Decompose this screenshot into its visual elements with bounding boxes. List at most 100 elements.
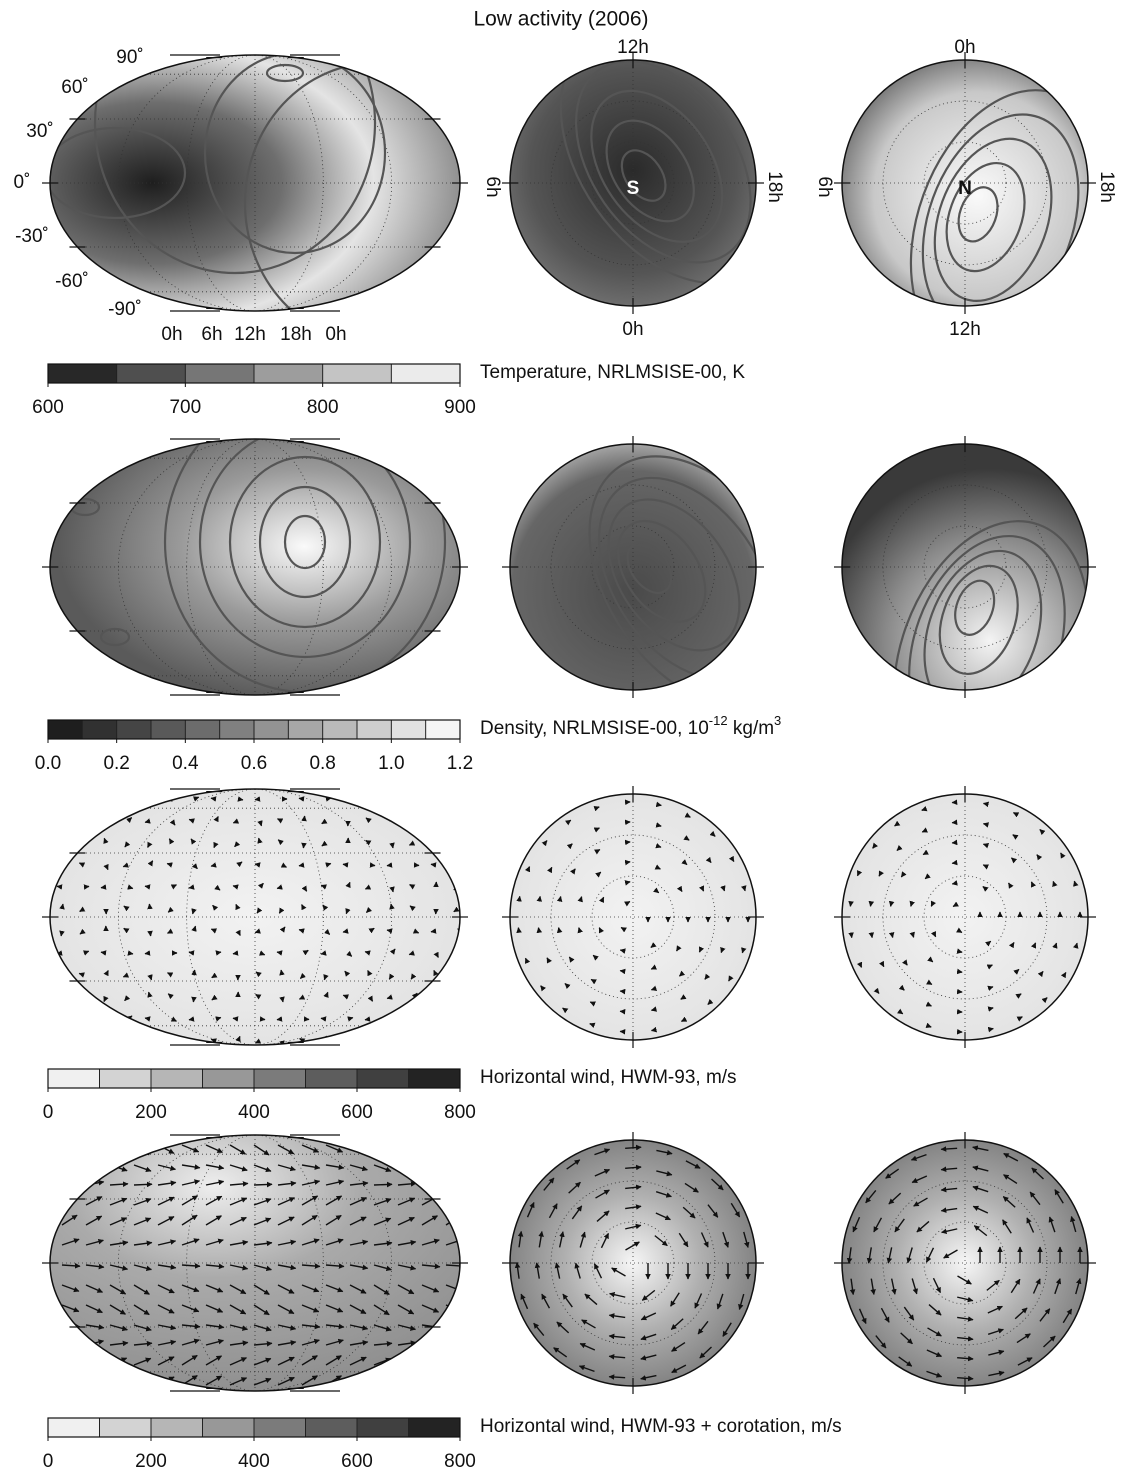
colorbar-label: Horizontal wind, HWM-93, m/s (480, 1067, 737, 1088)
wind-arrow (62, 975, 65, 979)
wind-arrow (431, 864, 436, 865)
colorbar-tick-label: 1.0 (378, 753, 404, 774)
latitude-label: 90˚ (116, 47, 143, 68)
wind-arrow (145, 1018, 150, 1019)
wind-arrow (62, 1039, 66, 1041)
wind-arrow (134, 1379, 151, 1385)
wind-arrow (62, 1355, 77, 1365)
wind-arrow (392, 843, 393, 848)
wind-arrow (167, 1041, 172, 1042)
wind-arrow (391, 904, 392, 909)
colorbar-label: Density, NRLMSISE-00, 10-12 kg/m3 (480, 713, 781, 739)
colorbar-tick-label: 400 (238, 1451, 270, 1472)
colorbar-segment (391, 720, 426, 739)
colorbar-segment (151, 1069, 203, 1088)
local-time-label: 0h (161, 324, 182, 345)
wind-arrow (57, 821, 62, 822)
wind-arrow (145, 886, 150, 887)
wind-arrow (123, 798, 128, 799)
wind-arrow (343, 864, 348, 865)
wind-arrow (86, 1376, 102, 1385)
wind-arrow (446, 1181, 464, 1185)
polar-map (510, 794, 756, 1040)
latitude-label: 60˚ (61, 77, 88, 98)
colorbar-segment (323, 720, 358, 739)
wind-arrow (446, 1340, 463, 1345)
colorbar-segment (357, 1069, 409, 1088)
colorbar-segment (100, 1069, 152, 1088)
colorbar-label: Temperature, NRLMSISE-00, K (480, 362, 745, 383)
wind-arrow (299, 798, 304, 799)
wind-arrow (255, 864, 260, 865)
wind-arrow (62, 1340, 79, 1345)
wind-arrow (422, 1340, 439, 1345)
wind-arrow (321, 1018, 326, 1019)
colorbar-tick-label: 0 (43, 1102, 54, 1123)
colorbar-segment (254, 1069, 306, 1088)
wind-arrow (62, 1181, 80, 1185)
colorbar-tick-label: 0.4 (172, 753, 199, 774)
wind-arrow (952, 863, 957, 864)
label-text: kg/m (728, 718, 774, 739)
wind-arrow (436, 1016, 440, 1019)
wind-arrow (374, 1184, 392, 1185)
polar-map (842, 444, 1123, 819)
wind-arrow (365, 1019, 370, 1020)
colorbar-segment (48, 720, 83, 739)
figure: Low activity (2006) 90˚60˚30˚0˚-30˚-60˚-… (0, 0, 1123, 1476)
local-time-label: 18h (280, 324, 312, 345)
colorbar-segment (185, 720, 220, 739)
colorbar-tick-label: 600 (341, 1102, 373, 1123)
wind-arrow (216, 952, 221, 953)
label-text: Density, NRLMSISE-00, 10 (480, 718, 709, 739)
wind-arrow (277, 952, 282, 953)
wind-arrow (62, 1145, 79, 1152)
wind-arrow (458, 799, 462, 802)
wind-arrow (84, 1019, 87, 1023)
wind-arrow (625, 842, 630, 843)
wind-arrow (84, 886, 89, 887)
colorbar-segment (48, 1418, 100, 1437)
colorbar-segment (82, 720, 117, 739)
wind-arrow (434, 821, 436, 826)
colorbar-segment (151, 720, 186, 739)
local-time-label: 12h (234, 324, 266, 345)
wind-arrow (299, 865, 304, 866)
colorbar-segment (306, 1418, 358, 1437)
wind-arrow (453, 951, 458, 953)
colorbar-tick-label: 200 (135, 1451, 167, 1472)
wind-arrow (62, 1375, 77, 1385)
wind-arrow (652, 1030, 657, 1031)
colorbar-segment (306, 1069, 358, 1088)
local-time-label: 6h (201, 324, 222, 345)
wind-arrow (984, 803, 989, 804)
polar-map (510, 416, 853, 749)
wind-arrow (233, 1018, 238, 1019)
wind-arrow (101, 820, 106, 821)
wind-arrow (260, 1019, 265, 1020)
wind-arrow (387, 798, 392, 799)
wind-arrow (446, 1196, 461, 1205)
wind-arrow (344, 1041, 348, 1044)
wind-arrow (453, 841, 458, 843)
wind-arrow (303, 843, 304, 848)
wind-arrow (101, 887, 106, 888)
wind-arrow (374, 1379, 391, 1385)
wind-arrow (106, 1041, 110, 1044)
colorbar-segment (409, 1069, 461, 1088)
wind-arrow (388, 1038, 392, 1041)
wind-arrow (59, 993, 62, 997)
wind-arrow (455, 971, 458, 975)
wind-arrow (446, 1325, 464, 1327)
figure-title: Low activity (2006) (473, 8, 648, 31)
colorbar-segment (357, 720, 392, 739)
colorbar-segment (151, 1418, 203, 1437)
wind-arrow (620, 971, 625, 972)
wind-arrow (422, 1376, 438, 1385)
wind-arrow (62, 904, 63, 909)
time-label: 6h (482, 176, 503, 197)
wind-arrow (988, 1029, 993, 1030)
label-text: Horizontal wind, HWM-93 + corotation, m/… (480, 1416, 842, 1437)
colorbar-segment (288, 720, 323, 739)
colorbar-tick-label: 700 (169, 397, 201, 418)
